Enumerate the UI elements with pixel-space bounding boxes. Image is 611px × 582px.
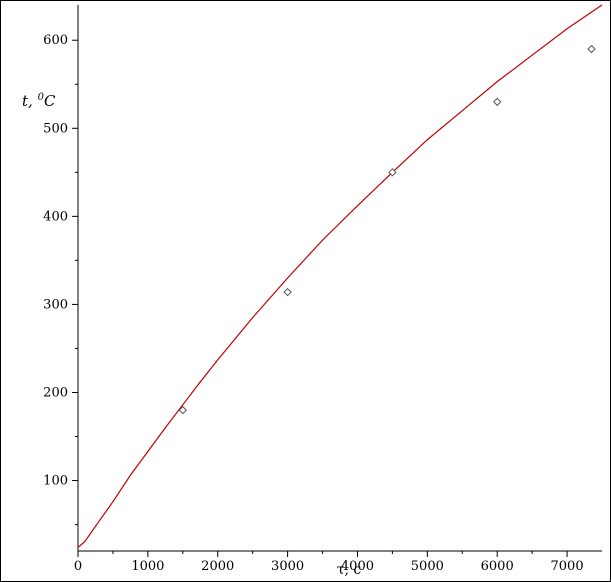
x-tick-label: 3000 <box>271 559 304 574</box>
x-axis-label: τ, с <box>337 562 362 578</box>
axes <box>77 5 602 552</box>
y-axis-label-unit: C <box>44 92 56 110</box>
y-tick-label: 500 <box>43 121 68 136</box>
y-tick-label: 100 <box>43 474 68 489</box>
y-axis-label-sup: 0 <box>38 92 45 103</box>
fit-curve-line <box>77 4 603 548</box>
y-axis-label: t, 0C <box>22 92 56 110</box>
measured-point <box>587 44 596 54</box>
y-tick-label: 600 <box>43 33 68 48</box>
measured-points-layer <box>178 44 596 415</box>
x-tick-label: 0 <box>74 559 82 574</box>
x-tick-label: 5000 <box>411 559 444 574</box>
measured-point <box>178 405 188 415</box>
measured-point <box>388 168 397 177</box>
fit-curve-layer <box>77 4 603 548</box>
y-tick-label: 300 <box>43 297 68 312</box>
x-tick-label: 2000 <box>201 559 234 574</box>
measured-point <box>283 287 292 297</box>
ticks: 0 1000 2000 3000 4000 5000 6000 7000 100 200 300 40… <box>43 33 583 574</box>
y-tick-label: 400 <box>43 209 68 224</box>
x-tick-label: 1000 <box>131 559 164 574</box>
x-tick-label: 6000 <box>481 559 514 574</box>
y-axis-label-main: t, <box>22 92 38 110</box>
x-tick-label: 4000 <box>341 559 374 574</box>
measured-point <box>492 97 502 107</box>
x-tick-label: 7000 <box>551 559 584 574</box>
y-tick-label: 200 <box>43 385 68 400</box>
